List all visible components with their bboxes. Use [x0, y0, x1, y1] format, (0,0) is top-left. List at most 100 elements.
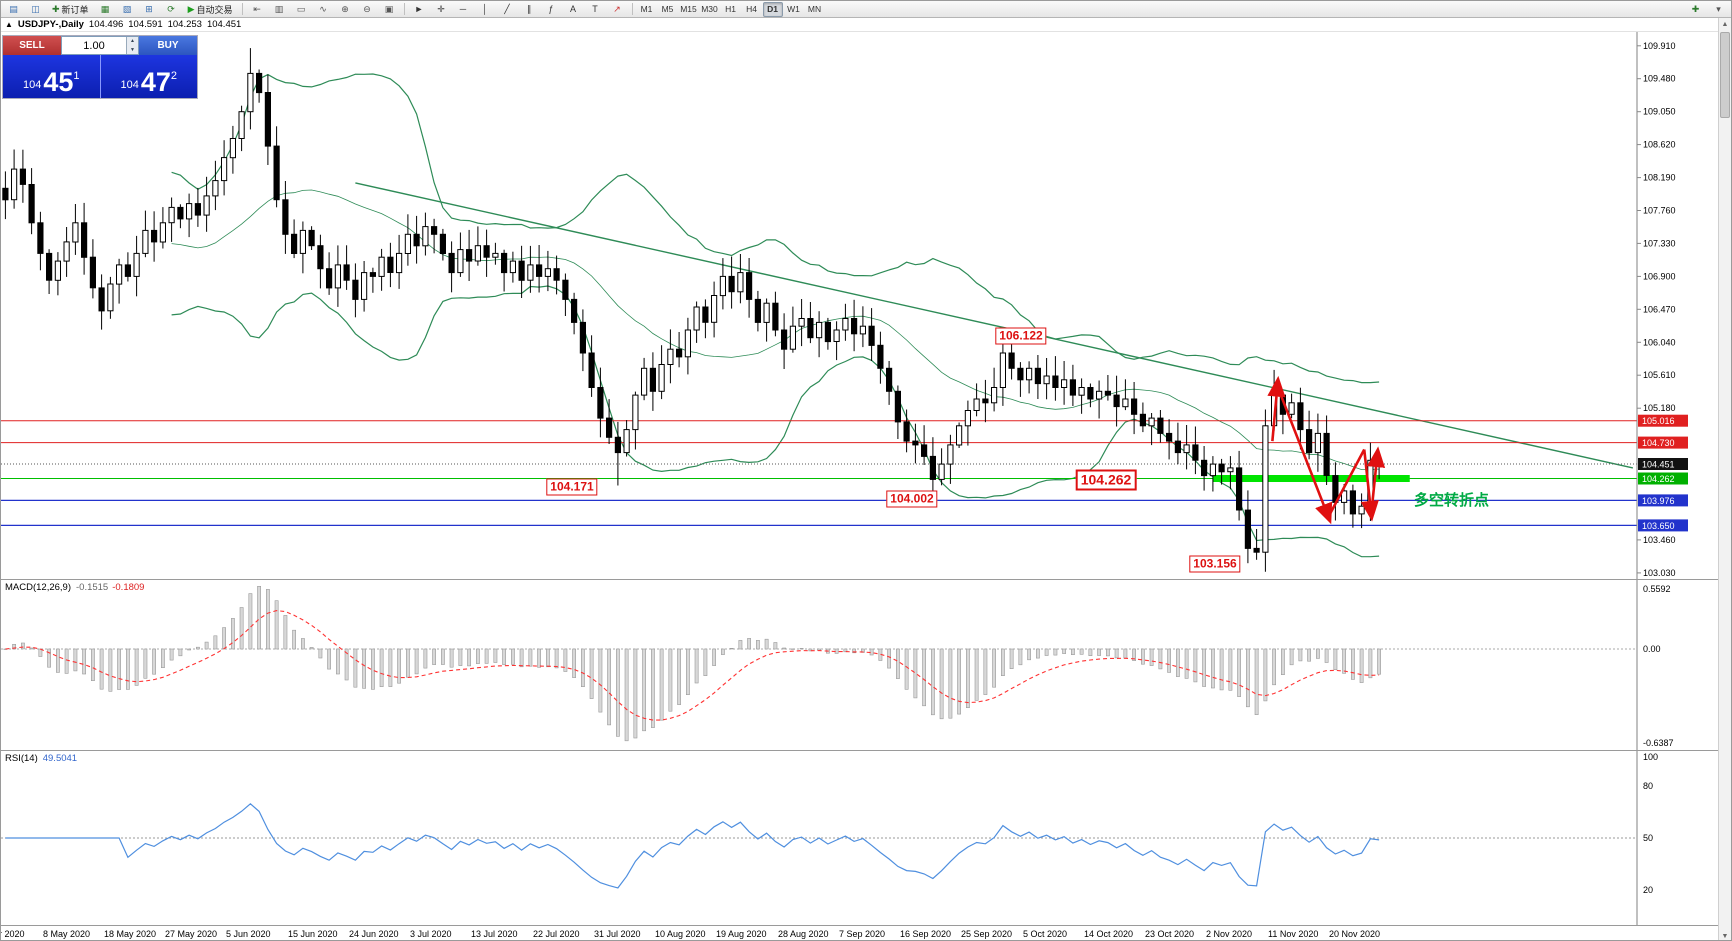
bar-chart-icon[interactable]: ▥ [274, 3, 284, 14]
toolbar-separator [241, 3, 243, 15]
date-label: 11 Nov 2020 [1268, 929, 1319, 939]
new-order-icon: ✚ [52, 3, 60, 14]
vertical-line-icon[interactable]: │ [482, 4, 488, 14]
auto-trading-button[interactable]: ▶ 自动交易 [187, 3, 233, 15]
price-callout[interactable]: 104.002 [886, 490, 938, 508]
profiles-icon[interactable]: ◫ [31, 3, 40, 14]
ohlc-low: 104.253 [167, 19, 202, 30]
date-label: 14 Oct 2020 [1084, 929, 1134, 939]
rsi-panel[interactable]: RSI(14) 49.5041 100 80 50 20 [1, 750, 1731, 925]
timeframe-m30-button[interactable]: M30 [701, 4, 718, 14]
toolbar-separator [403, 3, 405, 15]
sell-price-sup: 1 [73, 70, 80, 82]
sell-button[interactable]: SELL [3, 36, 61, 55]
svg-text:108.190: 108.190 [1643, 173, 1676, 183]
one-click-trading-widget: SELL ▲ ▼ BUY 104 45 1 104 [3, 36, 197, 98]
vertical-scrollbar[interactable]: ▲ ▼ [1718, 18, 1731, 940]
volume-input[interactable] [62, 37, 126, 54]
svg-text:105.180: 105.180 [1643, 403, 1676, 413]
buy-price-display[interactable]: 104 47 2 [100, 55, 197, 98]
text-label-icon[interactable]: T [592, 4, 598, 14]
arrows-icon[interactable]: ↗ [613, 3, 621, 14]
volume-down-icon[interactable]: ▼ [127, 45, 138, 54]
volume-field: ▲ ▼ [61, 36, 139, 55]
scroll-up-icon[interactable]: ▲ [1721, 20, 1729, 28]
svg-text:103.650: 103.650 [1642, 521, 1675, 531]
timeframe-h4-button[interactable]: H4 [746, 4, 757, 14]
zoom-in-icon[interactable]: ⊕ [341, 3, 349, 14]
price-callout[interactable]: 104.262 [1075, 469, 1137, 491]
scroll-down-icon[interactable]: ▼ [1721, 932, 1729, 940]
cursor-icon[interactable]: ► [414, 4, 424, 14]
price-callout[interactable]: 106.122 [995, 327, 1047, 345]
line-chart-icon[interactable]: ∿ [319, 3, 327, 14]
date-label: 22 Jul 2020 [533, 929, 580, 939]
sell-price-display[interactable]: 104 45 1 [3, 55, 101, 98]
date-label: 9 Apr 2020 [1, 929, 25, 939]
date-label: 31 Jul 2020 [594, 929, 641, 939]
date-label: 15 Jun 2020 [288, 929, 338, 939]
buy-price-prefix: 104 [120, 79, 139, 91]
svg-text:106.900: 106.900 [1643, 271, 1676, 281]
price-chart-panel[interactable]: SELL ▲ ▼ BUY 104 45 1 104 [1, 32, 1731, 579]
candlestick-icon[interactable]: ▭ [296, 3, 306, 14]
crosshair-icon[interactable]: ✛ [437, 3, 445, 14]
new-chart-icon[interactable]: ▤ [9, 3, 18, 14]
market-watch-icon[interactable]: ▦ [100, 3, 110, 14]
date-label: 20 Nov 2020 [1329, 929, 1381, 939]
price-callout[interactable]: 103.156 [1189, 555, 1241, 573]
date-label: 18 May 2020 [104, 929, 157, 939]
chart-shift-icon[interactable]: ⇤ [253, 3, 261, 14]
one-click-collapse-icon[interactable]: ▲ [5, 20, 13, 29]
date-label: 3 Jul 2020 [410, 929, 452, 939]
rsi-canvas[interactable]: 100 80 50 20 [1, 751, 1719, 925]
date-label: 19 Aug 2020 [716, 929, 767, 939]
horizontal-line-icon[interactable]: ─ [459, 4, 467, 14]
chart-annotation-text[interactable]: 多空转折点 [1414, 492, 1490, 509]
date-label: 16 Sep 2020 [900, 929, 952, 939]
svg-text:105.610: 105.610 [1643, 370, 1676, 380]
timeframe-m15-button[interactable]: M15 [680, 4, 697, 14]
rsi-label: RSI(14) 49.5041 [5, 753, 78, 764]
zoom-out-icon[interactable]: ⊖ [363, 3, 371, 14]
add-indicator-icon[interactable]: ✚ [1691, 3, 1700, 14]
timeframe-h1-button[interactable]: H1 [725, 4, 736, 14]
buy-price-sup: 2 [170, 70, 178, 82]
svg-text:0.5592: 0.5592 [1643, 584, 1671, 594]
price-callout[interactable]: 104.171 [546, 478, 598, 496]
toolbar-separator [631, 3, 633, 15]
navigator-icon[interactable]: ⊞ [145, 3, 153, 14]
scrollbar-thumb[interactable] [1720, 32, 1730, 118]
timeframe-w1-button[interactable]: W1 [787, 4, 800, 14]
more-icon[interactable]: ▾ [1716, 3, 1721, 14]
tile-windows-icon[interactable]: ▣ [384, 3, 394, 14]
volume-up-icon[interactable]: ▲ [127, 37, 138, 46]
macd-canvas[interactable]: 0.5592 0.00 -0.6387 [1, 580, 1719, 750]
svg-text:107.760: 107.760 [1643, 206, 1676, 216]
timeframe-mn-button[interactable]: MN [807, 4, 822, 14]
ohlc-open: 104.496 [88, 19, 124, 30]
svg-text:-0.6387: -0.6387 [1643, 738, 1674, 748]
ohlc-close: 104.451 [206, 19, 242, 30]
timeframe-m1-button[interactable]: M1 [640, 4, 653, 14]
macd-panel[interactable]: MACD(12,26,9) -0.1515 -0.1809 0.5592 0.00 -0… [1, 579, 1731, 750]
trendline-icon[interactable]: ╱ [504, 3, 510, 14]
price-chart-canvas[interactable]: 109.910 109.480 109.050 108.620 108.190 107.7… [1, 32, 1719, 579]
fibonacci-icon[interactable]: ƒ [548, 4, 554, 14]
data-window-icon[interactable]: ▧ [122, 3, 132, 14]
channel-icon[interactable]: ∥ [526, 3, 532, 14]
svg-text:50: 50 [1643, 833, 1653, 843]
text-icon[interactable]: A [569, 4, 576, 14]
refresh-icon[interactable]: ⟳ [167, 3, 175, 14]
date-label: 5 Oct 2020 [1023, 929, 1068, 939]
date-axis: 9 Apr 2020 8 May 2020 18 May 2020 27 May 20… [1, 925, 1731, 940]
svg-text:105.016: 105.016 [1642, 416, 1675, 426]
timeframe-d1-button[interactable]: D1 [762, 1, 783, 17]
svg-text:103.030: 103.030 [1643, 568, 1676, 578]
svg-text:109.480: 109.480 [1643, 74, 1676, 84]
buy-button[interactable]: BUY [139, 36, 197, 55]
timeframe-m5-button[interactable]: M5 [661, 4, 674, 14]
new-order-button[interactable]: ✚ 新订单 [52, 3, 89, 15]
svg-text:100: 100 [1643, 752, 1658, 762]
